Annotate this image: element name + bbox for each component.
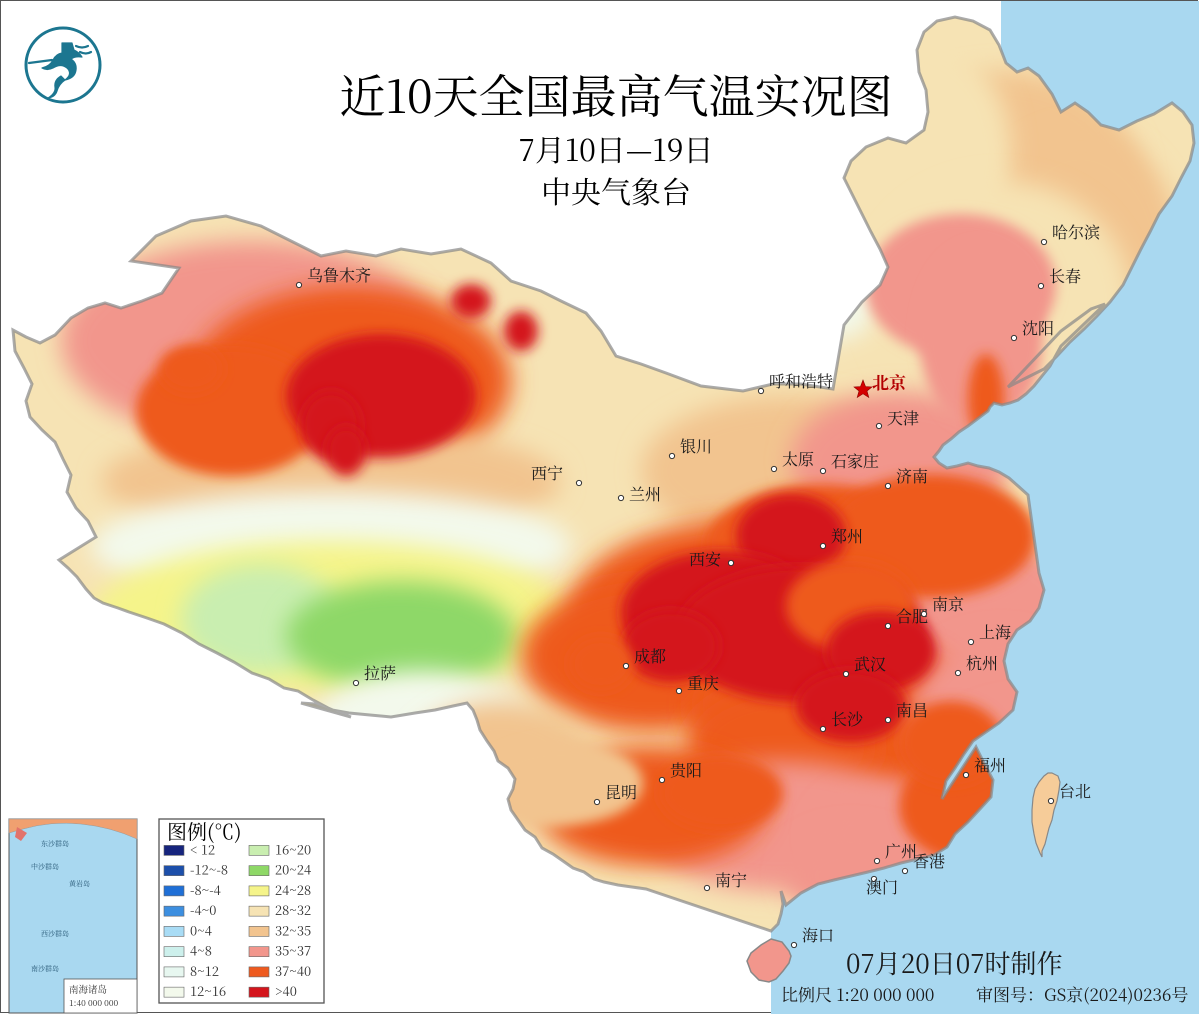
svg-text:西宁: 西宁 xyxy=(531,461,563,484)
svg-text:1:40 000 000: 1:40 000 000 xyxy=(69,997,119,1009)
svg-text:8~12: 8~12 xyxy=(190,961,219,980)
svg-text:南昌: 南昌 xyxy=(896,698,928,721)
svg-text:中央气象台: 中央气象台 xyxy=(541,168,691,212)
svg-text:< 12: < 12 xyxy=(190,839,215,858)
svg-text:南京: 南京 xyxy=(932,592,964,615)
svg-text:12~16: 12~16 xyxy=(190,981,226,1000)
svg-text:比例尺 1:20 000 000: 比例尺 1:20 000 000 xyxy=(781,981,934,1006)
svg-text:长春: 长春 xyxy=(1049,264,1081,287)
svg-text:37~40: 37~40 xyxy=(275,961,311,980)
svg-text:天津: 天津 xyxy=(887,406,919,429)
svg-text:武汉: 武汉 xyxy=(854,652,886,675)
svg-text:南沙群岛: 南沙群岛 xyxy=(31,964,59,974)
svg-text:-12~-8: -12~-8 xyxy=(190,860,228,879)
svg-text:16~20: 16~20 xyxy=(275,839,311,858)
svg-text:黄岩岛: 黄岩岛 xyxy=(69,879,90,889)
svg-text:哈尔滨: 哈尔滨 xyxy=(1052,220,1100,243)
svg-text:石家庄: 石家庄 xyxy=(831,449,879,472)
svg-text:乌鲁木齐: 乌鲁木齐 xyxy=(307,263,371,286)
svg-text:20~24: 20~24 xyxy=(275,860,311,879)
svg-text:24~28: 24~28 xyxy=(275,880,311,899)
svg-text:澳门: 澳门 xyxy=(866,875,898,898)
svg-text:07月20日07时制作: 07月20日07时制作 xyxy=(846,944,1063,981)
svg-text:拉萨: 拉萨 xyxy=(364,661,396,684)
svg-text:中沙群岛: 中沙群岛 xyxy=(31,862,59,872)
svg-text:长沙: 长沙 xyxy=(831,707,864,730)
svg-text:呼和浩特: 呼和浩特 xyxy=(769,369,833,392)
svg-text:4~8: 4~8 xyxy=(190,941,212,960)
svg-text:东沙群岛: 东沙群岛 xyxy=(41,839,69,849)
svg-text:海口: 海口 xyxy=(802,923,834,946)
svg-text:香港: 香港 xyxy=(913,849,945,872)
svg-text:西安: 西安 xyxy=(689,547,721,570)
svg-text:-8~-4: -8~-4 xyxy=(190,880,221,899)
svg-text:0~4: 0~4 xyxy=(190,920,212,939)
svg-text:>40: >40 xyxy=(275,981,297,1000)
svg-text:28~32: 28~32 xyxy=(275,900,311,919)
svg-text:北京: 北京 xyxy=(872,369,907,394)
svg-text:郑州: 郑州 xyxy=(831,524,863,547)
svg-text:32~35: 32~35 xyxy=(275,920,311,939)
svg-text:兰州: 兰州 xyxy=(629,482,661,505)
svg-text:杭州: 杭州 xyxy=(966,651,998,674)
svg-text:西沙群岛: 西沙群岛 xyxy=(41,929,69,939)
svg-text:贵阳: 贵阳 xyxy=(670,758,702,781)
svg-text:南宁: 南宁 xyxy=(715,868,747,891)
svg-text:福州: 福州 xyxy=(974,753,1006,776)
svg-text:近10天全国最高气温实况图: 近10天全国最高气温实况图 xyxy=(339,61,892,127)
svg-text:重庆: 重庆 xyxy=(687,671,719,694)
svg-text:台北: 台北 xyxy=(1059,779,1091,802)
svg-text:上海: 上海 xyxy=(979,620,1011,643)
svg-text:南海诸岛: 南海诸岛 xyxy=(69,982,107,996)
svg-text:审图号：GS京(2024)0236号: 审图号：GS京(2024)0236号 xyxy=(976,981,1188,1006)
svg-text:35~37: 35~37 xyxy=(275,941,311,960)
svg-text:7月10日—19日: 7月10日—19日 xyxy=(519,126,714,170)
svg-text:沈阳: 沈阳 xyxy=(1022,316,1054,339)
svg-text:济南: 济南 xyxy=(896,464,928,487)
svg-text:太原: 太原 xyxy=(782,447,814,470)
svg-text:银川: 银川 xyxy=(680,434,712,457)
svg-text:成都: 成都 xyxy=(634,644,666,667)
svg-text:昆明: 昆明 xyxy=(605,780,637,803)
svg-text:-4~0: -4~0 xyxy=(190,900,216,919)
